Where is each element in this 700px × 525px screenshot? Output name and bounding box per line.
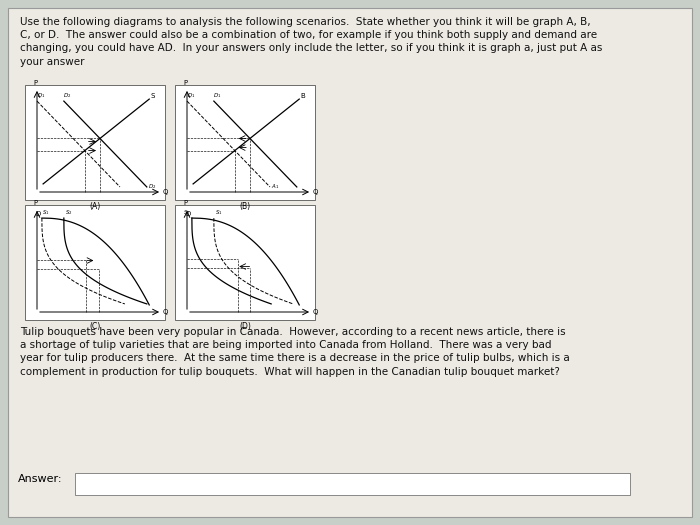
Text: $S_1$: $S_1$ (215, 208, 223, 217)
Bar (25, 205, 165, 320)
Text: $D_2$: $D_2$ (148, 183, 156, 192)
Text: Q: Q (313, 189, 319, 195)
Text: Tulip bouquets have been very popular in Canada.  However, according to a recent: Tulip bouquets have been very popular in… (20, 327, 570, 376)
Text: D: D (36, 211, 41, 217)
Text: P: P (33, 200, 37, 206)
Text: P: P (183, 80, 187, 86)
Text: P: P (33, 80, 37, 86)
Text: Use the following diagrams to analysis the following scenarios.  State whether y: Use the following diagrams to analysis t… (20, 17, 603, 67)
Text: P: P (183, 200, 187, 206)
Bar (25, 85, 165, 200)
Text: $A_1$: $A_1$ (271, 183, 279, 192)
Text: B: B (300, 93, 305, 99)
Text: (D): (D) (239, 322, 251, 331)
Text: S: S (150, 93, 155, 99)
Bar (75, 473, 630, 495)
Text: (B): (B) (239, 202, 251, 211)
Text: $S_2$: $S_2$ (183, 208, 191, 217)
Text: Q: Q (163, 189, 169, 195)
Text: $D_2$: $D_2$ (63, 91, 71, 100)
Text: $S_2$: $S_2$ (65, 208, 72, 217)
Text: Answer:: Answer: (18, 474, 62, 484)
Bar (175, 85, 315, 200)
Text: Q: Q (313, 309, 319, 315)
Text: $D_1$: $D_1$ (37, 91, 46, 100)
Text: $D_1$: $D_1$ (213, 91, 221, 100)
Text: D: D (186, 211, 191, 217)
Text: $S_1$: $S_1$ (42, 208, 50, 217)
FancyBboxPatch shape (8, 8, 692, 517)
Bar (175, 205, 315, 320)
Text: (C): (C) (90, 322, 101, 331)
Text: $D_1$: $D_1$ (187, 91, 195, 100)
Text: Q: Q (163, 309, 169, 315)
Text: (A): (A) (90, 202, 101, 211)
